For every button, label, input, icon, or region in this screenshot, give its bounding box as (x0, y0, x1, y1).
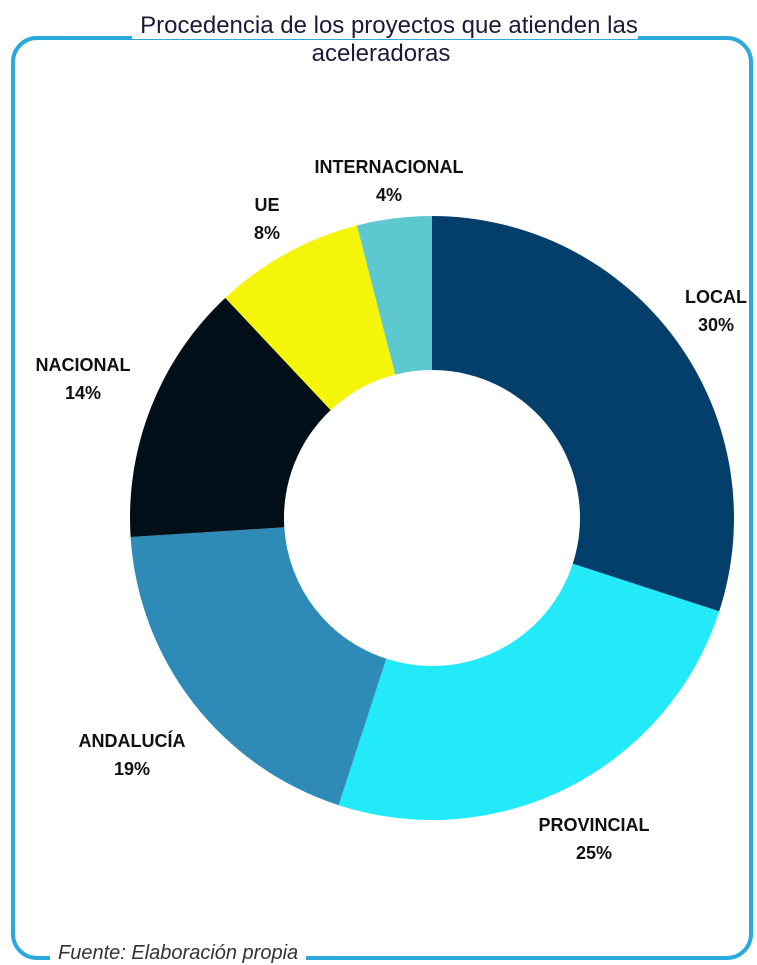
slice (225, 225, 396, 411)
title-box: Procedencia de los proyectos que atiende… (80, 12, 690, 68)
slice-label: LOCAL (685, 287, 747, 307)
value-label: 14% (65, 383, 101, 403)
source-note: Fuente: Elaboración propia (50, 942, 307, 965)
value-label: 8% (254, 223, 280, 243)
slice-label: ANDALUCÍA (79, 730, 186, 751)
chart-title: Procedencia de los proyectos que atiende… (132, 12, 638, 67)
slice (130, 527, 387, 806)
slice-label: NACIONAL (36, 355, 131, 375)
slices (130, 216, 734, 820)
slice-label: PROVINCIAL (538, 815, 649, 835)
value-label: 19% (114, 759, 150, 779)
slice-label: UE (254, 195, 279, 215)
slice (130, 297, 331, 537)
value-label: 30% (698, 315, 734, 335)
slice-label: INTERNACIONAL (315, 157, 464, 177)
slice (356, 216, 432, 375)
value-label: 25% (576, 843, 612, 863)
slice (432, 216, 734, 612)
slice (338, 563, 720, 820)
value-label: 4% (376, 185, 402, 205)
